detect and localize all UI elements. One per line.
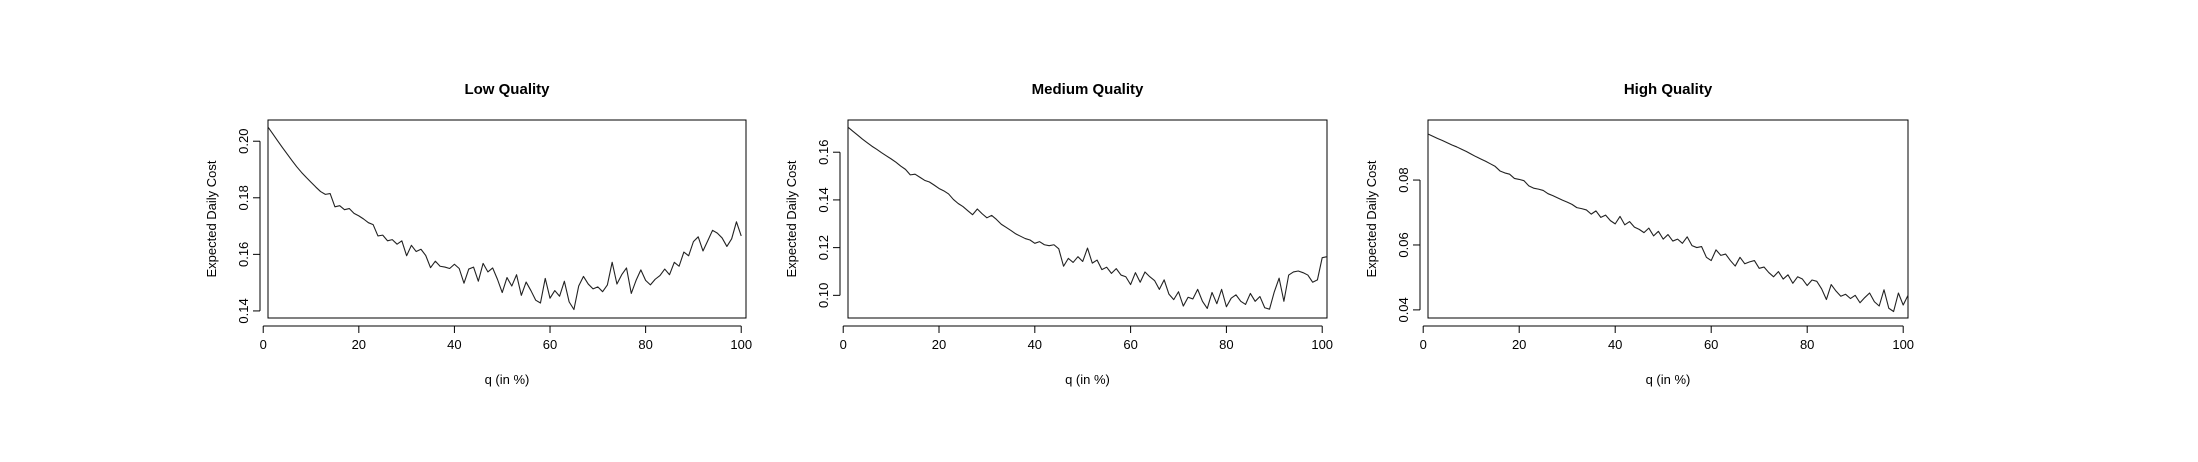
x-tick-label: 40	[1608, 337, 1622, 352]
chart-panel-3: High Quality 0 20 40 60 80 100 0.04 0.06 0.08 q (i…	[1364, 81, 1914, 387]
x-tick-label: 0	[840, 337, 847, 352]
x-tick-label: 80	[638, 337, 652, 352]
x-tick-label: 60	[1123, 337, 1137, 352]
chart-panel-2: Medium Quality 0 20 40 60 80 100 0.10 0.12 0.14 0.…	[784, 81, 1333, 387]
plot-frame	[1427, 119, 1909, 319]
y-tick-label: 0.18	[236, 185, 251, 210]
chart-title: Medium Quality	[1032, 81, 1144, 98]
y-tick-label: 0.14	[236, 298, 251, 323]
x-tick-label: 100	[1892, 337, 1914, 352]
y-tick-label: 0.08	[1396, 167, 1411, 192]
x-tick-label: 40	[447, 337, 461, 352]
x-tick-label: 0	[1420, 337, 1427, 352]
y-axis-label: Expected Daily Cost	[204, 160, 219, 277]
x-tick-label: 60	[543, 337, 557, 352]
x-tick-label: 100	[730, 337, 752, 352]
y-tick-label: 0.12	[816, 235, 831, 260]
y-tick-label: 0.20	[236, 129, 251, 154]
x-tick-label: 60	[1704, 337, 1718, 352]
y-tick-label: 0.16	[236, 242, 251, 267]
x-tick-label: 100	[1311, 337, 1333, 352]
series-line	[847, 126, 1328, 310]
y-tick-label: 0.16	[816, 140, 831, 165]
x-axis-label: q (in %)	[1646, 372, 1691, 387]
x-tick-label: 80	[1800, 337, 1814, 352]
y-tick-label: 0.06	[1396, 232, 1411, 257]
chart-title: Low Quality	[464, 81, 550, 98]
x-tick-label: 80	[1219, 337, 1233, 352]
x-axis-label: q (in %)	[485, 372, 530, 387]
x-tick-label: 0	[260, 337, 267, 352]
x-axis-label: q (in %)	[1065, 372, 1110, 387]
y-tick-label: 0.10	[816, 283, 831, 308]
x-tick-label: 20	[1512, 337, 1526, 352]
series-line	[1427, 133, 1909, 313]
series-line	[267, 126, 742, 311]
chart-title: High Quality	[1624, 81, 1713, 98]
y-tick-label: 0.04	[1396, 297, 1411, 322]
y-axis-label: Expected Daily Cost	[784, 160, 799, 277]
y-axis-label: Expected Daily Cost	[1364, 160, 1379, 277]
plot-frame	[847, 119, 1328, 319]
chart-panel-1: Low Quality 0 20 40 60 80 100 0.14 0.16 0.18 0.20 q…	[204, 81, 752, 387]
y-tick-label: 0.14	[816, 187, 831, 212]
x-tick-label: 40	[1028, 337, 1042, 352]
x-tick-label: 20	[932, 337, 946, 352]
plot-frame	[267, 119, 747, 319]
x-tick-label: 20	[352, 337, 366, 352]
